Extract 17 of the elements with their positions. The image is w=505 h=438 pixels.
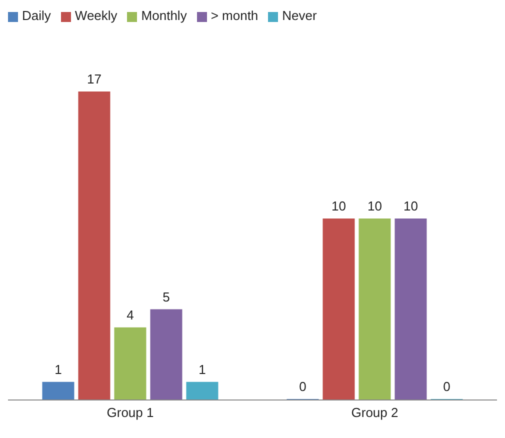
legend-label: Daily	[22, 8, 51, 23]
legend-label: Monthly	[141, 8, 187, 23]
data-label: 10	[331, 198, 346, 214]
data-label: 1	[198, 362, 206, 377]
data-label: 4	[126, 307, 134, 322]
data-label: 10	[367, 198, 382, 214]
data-label: 5	[162, 289, 170, 304]
data-label: 17	[86, 71, 102, 86]
legend-label: Weekly	[74, 8, 118, 23]
x-tick-label: Group 2	[351, 405, 398, 420]
data-label: 10	[403, 198, 418, 214]
data-label: 0	[443, 379, 450, 394]
x-tick-label: Group 1	[106, 405, 154, 420]
legend-label: > month	[210, 8, 258, 23]
data-label: 1	[54, 362, 62, 377]
data-label: 0	[299, 379, 306, 394]
legend-label: Never	[282, 8, 317, 23]
